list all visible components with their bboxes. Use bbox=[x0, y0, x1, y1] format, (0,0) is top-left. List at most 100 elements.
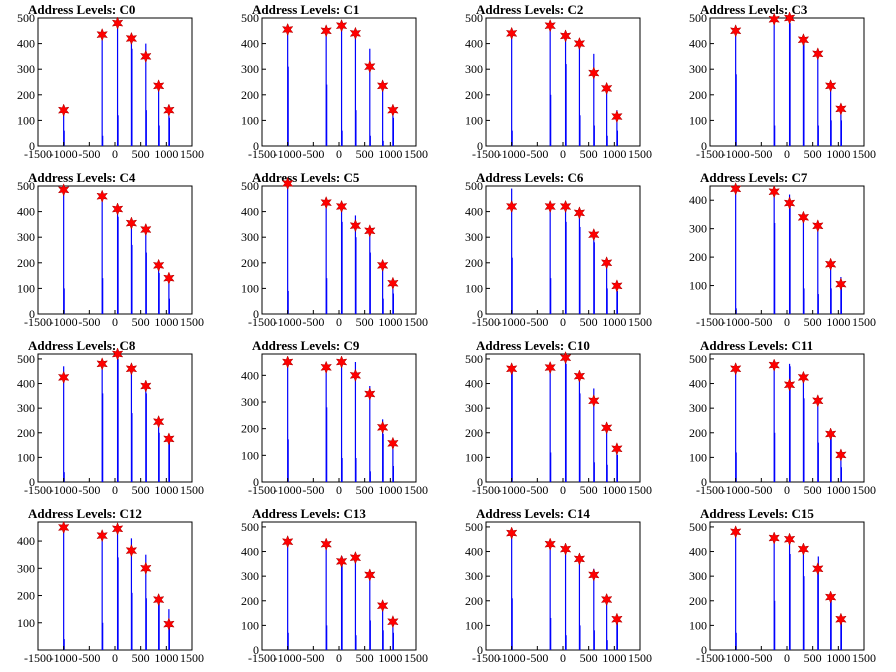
star-marker bbox=[140, 561, 152, 575]
star-marker bbox=[57, 103, 70, 117]
x-tick-label: -1500 bbox=[472, 651, 500, 665]
y-tick-label: 0 bbox=[29, 475, 35, 489]
x-tick-label: 1000 bbox=[378, 483, 402, 497]
y-tick-label: 100 bbox=[17, 281, 35, 295]
y-tick-label: 100 bbox=[465, 281, 483, 295]
x-tick-label: 500 bbox=[580, 315, 598, 329]
x-tick-label: -1500 bbox=[696, 147, 724, 161]
subplot-title: Address Levels: C15 bbox=[700, 506, 814, 521]
subplot-3: Address Levels: C30100200300400500-1500-… bbox=[689, 2, 876, 161]
x-tick-label: -500 bbox=[302, 315, 324, 329]
star-marker bbox=[600, 256, 613, 270]
star-marker bbox=[573, 206, 586, 220]
x-tick-label: 1500 bbox=[180, 315, 204, 329]
x-tick-label: -1500 bbox=[24, 651, 52, 665]
subplot-title: Address Levels: C9 bbox=[252, 338, 360, 353]
x-tick-label: -1500 bbox=[248, 315, 276, 329]
x-tick-label: 1000 bbox=[378, 147, 402, 161]
y-tick-label: 400 bbox=[241, 205, 259, 219]
star-marker bbox=[768, 531, 780, 545]
y-tick-label: 500 bbox=[465, 11, 483, 25]
star-marker bbox=[335, 554, 348, 569]
subplot-title: Address Levels: C14 bbox=[476, 506, 590, 521]
star-marker bbox=[600, 81, 613, 96]
star-marker bbox=[783, 196, 796, 210]
star-marker bbox=[111, 522, 124, 536]
star-marker bbox=[544, 537, 556, 551]
star-marker bbox=[111, 347, 124, 361]
x-tick-label: 1500 bbox=[628, 651, 652, 665]
x-tick-label: 0 bbox=[560, 651, 566, 665]
x-tick-label: 1000 bbox=[154, 651, 178, 665]
star-marker bbox=[57, 520, 70, 535]
subplot-title: Address Levels: C10 bbox=[476, 338, 590, 353]
y-tick-label: 0 bbox=[701, 139, 707, 153]
x-tick-label: 500 bbox=[132, 483, 150, 497]
star-marker bbox=[824, 427, 837, 441]
star-marker bbox=[387, 436, 399, 451]
y-tick-label: 100 bbox=[689, 450, 707, 464]
x-tick-label: 500 bbox=[356, 651, 374, 665]
star-marker bbox=[364, 224, 376, 238]
x-tick-label: -1500 bbox=[248, 483, 276, 497]
star-marker bbox=[544, 360, 556, 375]
x-tick-label: -500 bbox=[302, 651, 324, 665]
subplot-title: Address Levels: C0 bbox=[28, 2, 135, 17]
x-tick-label: -500 bbox=[78, 483, 100, 497]
star-marker bbox=[559, 29, 572, 43]
x-tick-label: -1000 bbox=[498, 483, 526, 497]
x-tick-label: 0 bbox=[112, 315, 118, 329]
star-marker bbox=[835, 277, 847, 291]
star-marker bbox=[729, 24, 742, 38]
y-tick-label: 500 bbox=[17, 179, 35, 193]
star-marker bbox=[588, 227, 600, 242]
star-marker bbox=[57, 183, 70, 197]
star-marker bbox=[163, 271, 175, 285]
x-tick-label: 1500 bbox=[852, 483, 876, 497]
y-tick-label: 100 bbox=[241, 113, 259, 127]
star-marker bbox=[376, 599, 389, 613]
star-marker bbox=[320, 360, 332, 375]
subplot-7: Address Levels: C7 100 200 300 400 -1500-1000… bbox=[689, 170, 876, 329]
x-tick-label: 1000 bbox=[826, 147, 850, 161]
star-marker bbox=[505, 26, 518, 41]
star-marker bbox=[152, 592, 165, 607]
star-marker bbox=[600, 421, 613, 435]
y-tick-label: 0 bbox=[477, 307, 483, 321]
y-tick-label: 0 bbox=[701, 475, 707, 489]
star-marker bbox=[588, 66, 600, 80]
y-tick-label: 400 bbox=[17, 534, 35, 548]
y-tick-label: 100 bbox=[17, 450, 35, 464]
x-tick-label: 1000 bbox=[826, 651, 850, 665]
x-tick-label: 500 bbox=[580, 483, 598, 497]
y-tick-label: 300 bbox=[241, 62, 259, 76]
subplot-12: Address Levels: C12 100 200 300 400 -1500-100… bbox=[17, 506, 204, 665]
star-marker bbox=[588, 568, 600, 582]
y-tick-label: 500 bbox=[241, 11, 259, 25]
y-tick-label: 300 bbox=[689, 569, 707, 583]
star-marker bbox=[797, 33, 810, 47]
star-marker bbox=[96, 357, 108, 371]
star-marker bbox=[387, 103, 399, 117]
star-marker bbox=[163, 103, 175, 117]
x-tick-label: 1000 bbox=[602, 147, 626, 161]
y-tick-label: 400 bbox=[17, 377, 35, 391]
x-tick-label: 1500 bbox=[404, 147, 428, 161]
x-tick-label: 1500 bbox=[628, 483, 652, 497]
x-tick-label: 500 bbox=[356, 147, 374, 161]
subplot-title: Address Levels: C4 bbox=[28, 170, 136, 185]
x-tick-label: 0 bbox=[336, 147, 342, 161]
x-tick-label: -1000 bbox=[722, 315, 750, 329]
star-marker bbox=[783, 378, 796, 392]
y-tick-label: 100 bbox=[689, 279, 707, 293]
x-tick-label: -1500 bbox=[248, 147, 276, 161]
x-tick-label: -1000 bbox=[722, 651, 750, 665]
star-marker bbox=[824, 590, 837, 604]
y-tick-label: 0 bbox=[253, 139, 259, 153]
x-tick-label: -1000 bbox=[498, 651, 526, 665]
star-marker bbox=[111, 202, 124, 216]
y-tick-label: 0 bbox=[253, 475, 259, 489]
star-marker bbox=[281, 176, 294, 191]
star-marker bbox=[364, 387, 376, 401]
